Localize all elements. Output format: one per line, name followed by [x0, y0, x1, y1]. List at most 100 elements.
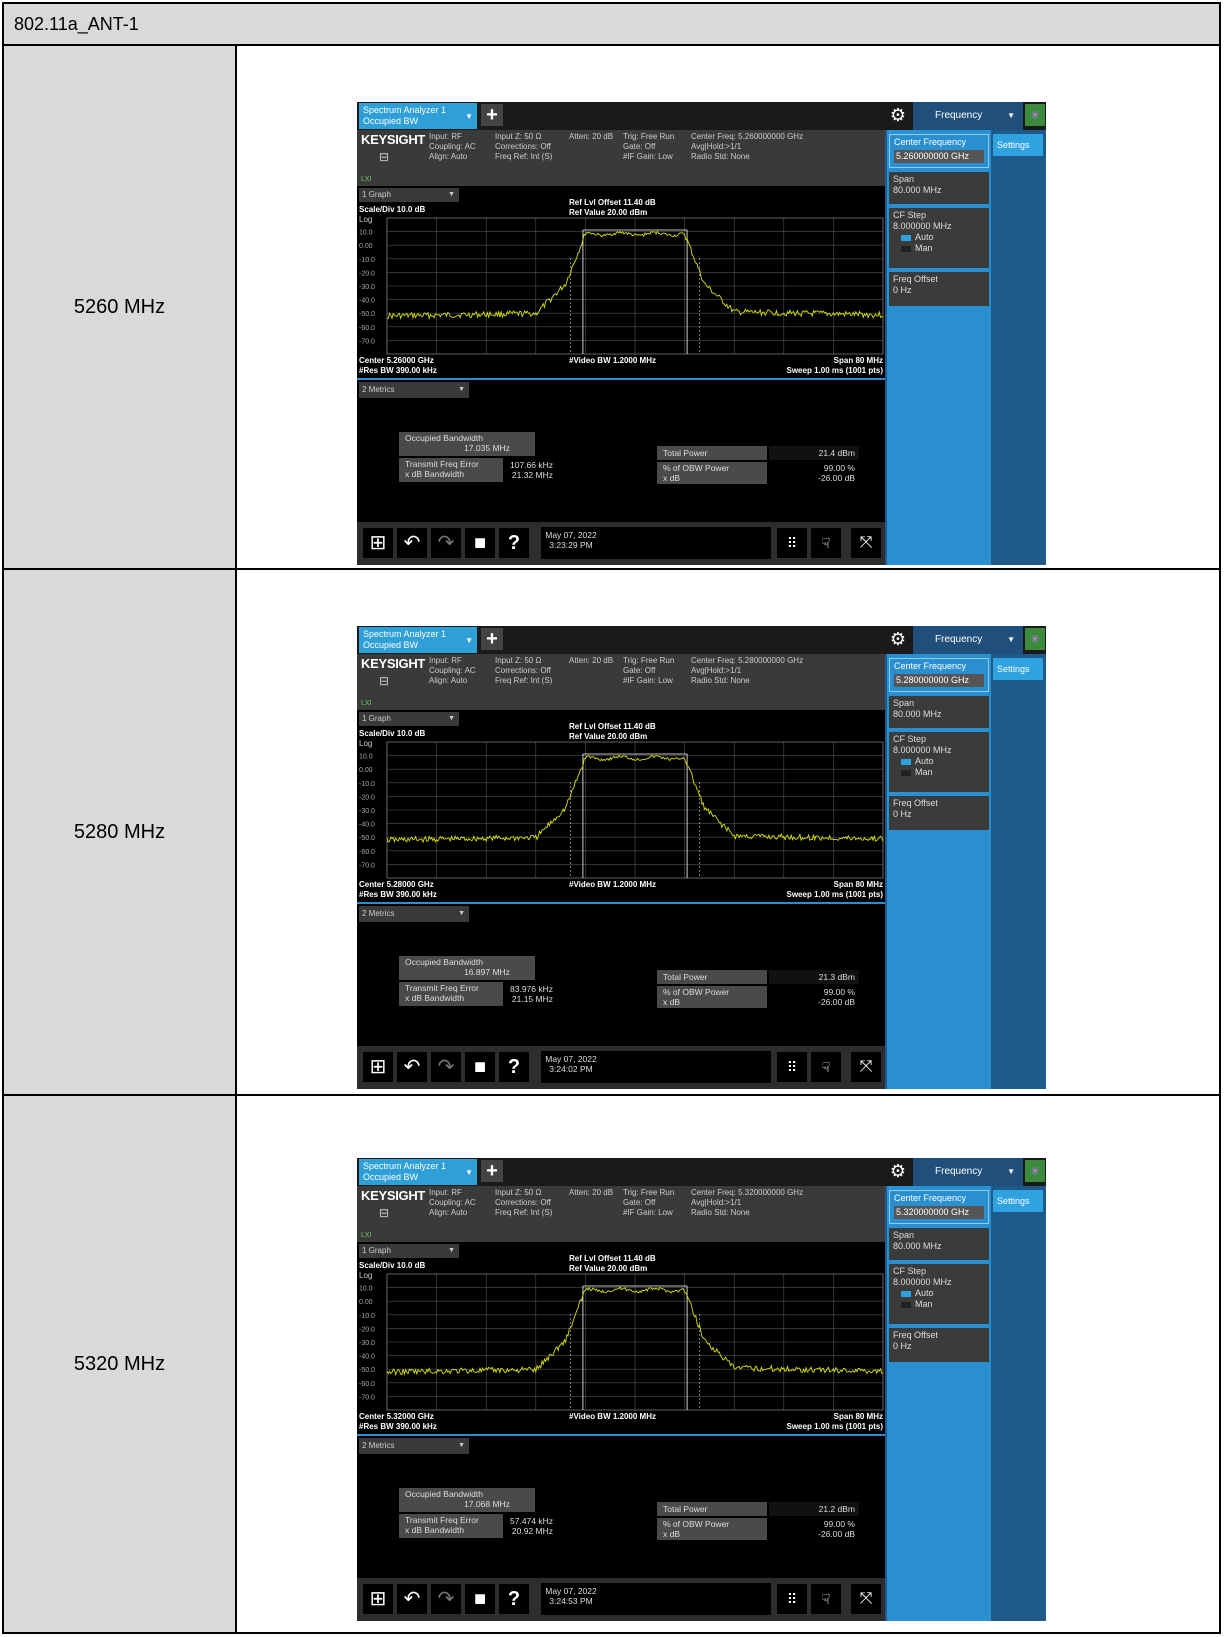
gear-icon[interactable]: ⚙ [889, 1161, 907, 1181]
keypad-icon[interactable]: ⠿ [777, 1584, 807, 1614]
info-atten: Atten: 20 dB [569, 1188, 614, 1197]
freq-offset-softkey[interactable]: Freq Offset 0 Hz [889, 1328, 989, 1362]
spectrum-graph[interactable]: 1 Graph ▼ Ref Lvl Offset 11.40 dB Ref Va… [357, 188, 885, 378]
tab-spectrum-analyzer[interactable]: Spectrum Analyzer 1 Occupied BW ▼ [359, 103, 477, 129]
cf-step-softkey[interactable]: CF Step 8.000000 MHz Auto Man [889, 208, 989, 268]
graph-selector[interactable]: 1 Graph ▼ [359, 1244, 459, 1258]
man-option[interactable]: Man [901, 1299, 985, 1310]
span: Span 80 MHz [833, 1412, 883, 1421]
lxi-badge: LXI [361, 700, 372, 707]
xdb-label: x dB [663, 473, 681, 483]
redo-icon[interactable]: ↷ [431, 1052, 461, 1082]
cf-step-softkey[interactable]: CF Step 8.000000 MHz Auto Man [889, 1264, 989, 1324]
center-frequency-softkey[interactable]: Center Frequency 5.320000000 GHz [889, 1190, 989, 1224]
info-trigger: Trig: Free Run Gate: Off #IF Gain: Low [623, 1188, 675, 1217]
info-center-freq: Center Freq: 5.280000000 GHz Avg|Hold:>1… [691, 656, 804, 685]
keypad-icon[interactable]: ⠿ [777, 528, 807, 558]
center-frequency-softkey-value: 5.320000000 GHz [894, 1206, 984, 1219]
status-indicator-icon[interactable]: ✳ [1025, 104, 1045, 126]
auto-option[interactable]: Auto [901, 756, 985, 767]
y-tick-label: 10.0 [359, 754, 373, 761]
undo-icon[interactable]: ↶ [397, 1584, 427, 1614]
keypad-icon[interactable]: ⠿ [777, 1052, 807, 1082]
span-softkey[interactable]: Span 80.000 MHz [889, 1228, 989, 1260]
folder-icon[interactable]: ■ [465, 1052, 495, 1082]
folder-icon[interactable]: ■ [465, 528, 495, 558]
touch-icon[interactable]: ☟ [811, 1052, 841, 1082]
center-frequency-softkey[interactable]: Center Frequency 5.260000000 GHz [889, 134, 989, 168]
add-tab-button[interactable]: + [481, 104, 503, 126]
chevron-down-icon: ▼ [1007, 1167, 1015, 1176]
tab-spectrum-analyzer[interactable]: Spectrum Analyzer 1 Occupied BW ▼ [359, 1159, 477, 1185]
center-frequency: Center 5.26000 GHz [359, 356, 434, 365]
undo-icon[interactable]: ↶ [397, 528, 427, 558]
obw-box: Occupied Bandwidth 17.068 MHz [399, 1488, 535, 1512]
cf-step-softkey[interactable]: CF Step 8.000000 MHz Auto Man [889, 732, 989, 792]
status-indicator-icon[interactable]: ✳ [1025, 628, 1045, 650]
frequency-menu-button[interactable]: Frequency ▼ [913, 626, 1023, 654]
windows-icon[interactable]: ⊞ [363, 1052, 393, 1082]
gear-icon[interactable]: ⚙ [889, 629, 907, 649]
auto-option[interactable]: Auto [901, 1288, 985, 1299]
windows-icon[interactable]: ⊞ [363, 1584, 393, 1614]
span-softkey[interactable]: Span 80.000 MHz [889, 172, 989, 204]
datetime-area [541, 1051, 771, 1083]
span-softkey[interactable]: Span 80.000 MHz [889, 696, 989, 728]
graph-selector[interactable]: 1 Graph ▼ [359, 188, 459, 202]
man-option-label: Man [915, 767, 933, 777]
video-bw: #Video BW 1.2000 MHz [569, 880, 656, 889]
settings-tab[interactable]: Settings [993, 1190, 1043, 1212]
span-softkey-label: Span [893, 174, 915, 184]
status-indicator-icon[interactable]: ✳ [1025, 1160, 1045, 1182]
video-bw: #Video BW 1.2000 MHz [569, 356, 656, 365]
undo-icon[interactable]: ↶ [397, 1052, 427, 1082]
res-bw: #Res BW 390.00 kHz [359, 366, 437, 375]
span-softkey-label: Span [893, 1230, 915, 1240]
fullscreen-icon[interactable]: ⤧ [851, 1052, 881, 1082]
metrics-selector[interactable]: 2 Metrics ▼ [359, 1438, 469, 1454]
spectrum-graph[interactable]: 1 Graph ▼ Ref Lvl Offset 11.40 dB Ref Va… [357, 712, 885, 902]
trace-plot: 10.0 0.00 -10.0 -20.0 -30.0 -40.0 -50.0 -60.0 -7… [359, 217, 884, 355]
touch-icon[interactable]: ☟ [811, 528, 841, 558]
freq-offset-softkey[interactable]: Freq Offset 0 Hz [889, 272, 989, 306]
spectrum-graph[interactable]: 1 Graph ▼ Ref Lvl Offset 11.40 dB Ref Va… [357, 1244, 885, 1434]
metrics-selector[interactable]: 2 Metrics ▼ [359, 382, 469, 398]
help-icon[interactable]: ? [499, 528, 529, 558]
table-row: 5280 MHz Spectrum Analyzer 1 Occupied BW… [4, 570, 1219, 1096]
info-input: Input: RF Coupling: AC Align: Auto [429, 656, 476, 685]
gear-icon[interactable]: ⚙ [889, 105, 907, 125]
settings-tab[interactable]: Settings [993, 134, 1043, 156]
frequency-menu-button[interactable]: Frequency ▼ [913, 1158, 1023, 1186]
freq-offset-softkey[interactable]: Freq Offset 0 Hz [889, 796, 989, 830]
y-tick-label: -30.0 [359, 1340, 375, 1347]
redo-icon[interactable]: ↷ [431, 528, 461, 558]
help-icon[interactable]: ? [499, 1052, 529, 1082]
man-option[interactable]: Man [901, 243, 985, 254]
metrics-selector-label: 2 Metrics [362, 1441, 395, 1450]
redo-icon[interactable]: ↷ [431, 1584, 461, 1614]
add-tab-button[interactable]: + [481, 1160, 503, 1182]
spectrum-trace [386, 230, 884, 321]
fullscreen-icon[interactable]: ⤧ [851, 1584, 881, 1614]
graph-selector[interactable]: 1 Graph ▼ [359, 712, 459, 726]
add-tab-button[interactable]: + [481, 628, 503, 650]
folder-icon[interactable]: ■ [465, 1584, 495, 1614]
help-icon[interactable]: ? [499, 1584, 529, 1614]
settings-tab[interactable]: Settings [993, 658, 1043, 680]
span-softkey-value: 80.000 MHz [893, 185, 942, 195]
spectrum-trace [386, 1286, 884, 1377]
sweep-time: Sweep 1.00 ms (1001 pts) [786, 1422, 884, 1431]
tab-mode: Occupied BW [363, 1172, 419, 1182]
metrics-selector[interactable]: 2 Metrics ▼ [359, 906, 469, 922]
auto-option[interactable]: Auto [901, 232, 985, 243]
center-frequency-softkey[interactable]: Center Frequency 5.280000000 GHz [889, 658, 989, 692]
info-center-freq: Center Freq: 5.320000000 GHz Avg|Hold:>1… [691, 1188, 804, 1217]
chevron-down-icon: ▼ [465, 1168, 473, 1177]
fullscreen-icon[interactable]: ⤧ [851, 528, 881, 558]
touch-icon[interactable]: ☟ [811, 1584, 841, 1614]
obw-pct-label: % of OBW Power [663, 463, 730, 473]
windows-icon[interactable]: ⊞ [363, 528, 393, 558]
tab-spectrum-analyzer[interactable]: Spectrum Analyzer 1 Occupied BW ▼ [359, 627, 477, 653]
frequency-menu-button[interactable]: Frequency ▼ [913, 102, 1023, 130]
man-option[interactable]: Man [901, 767, 985, 778]
